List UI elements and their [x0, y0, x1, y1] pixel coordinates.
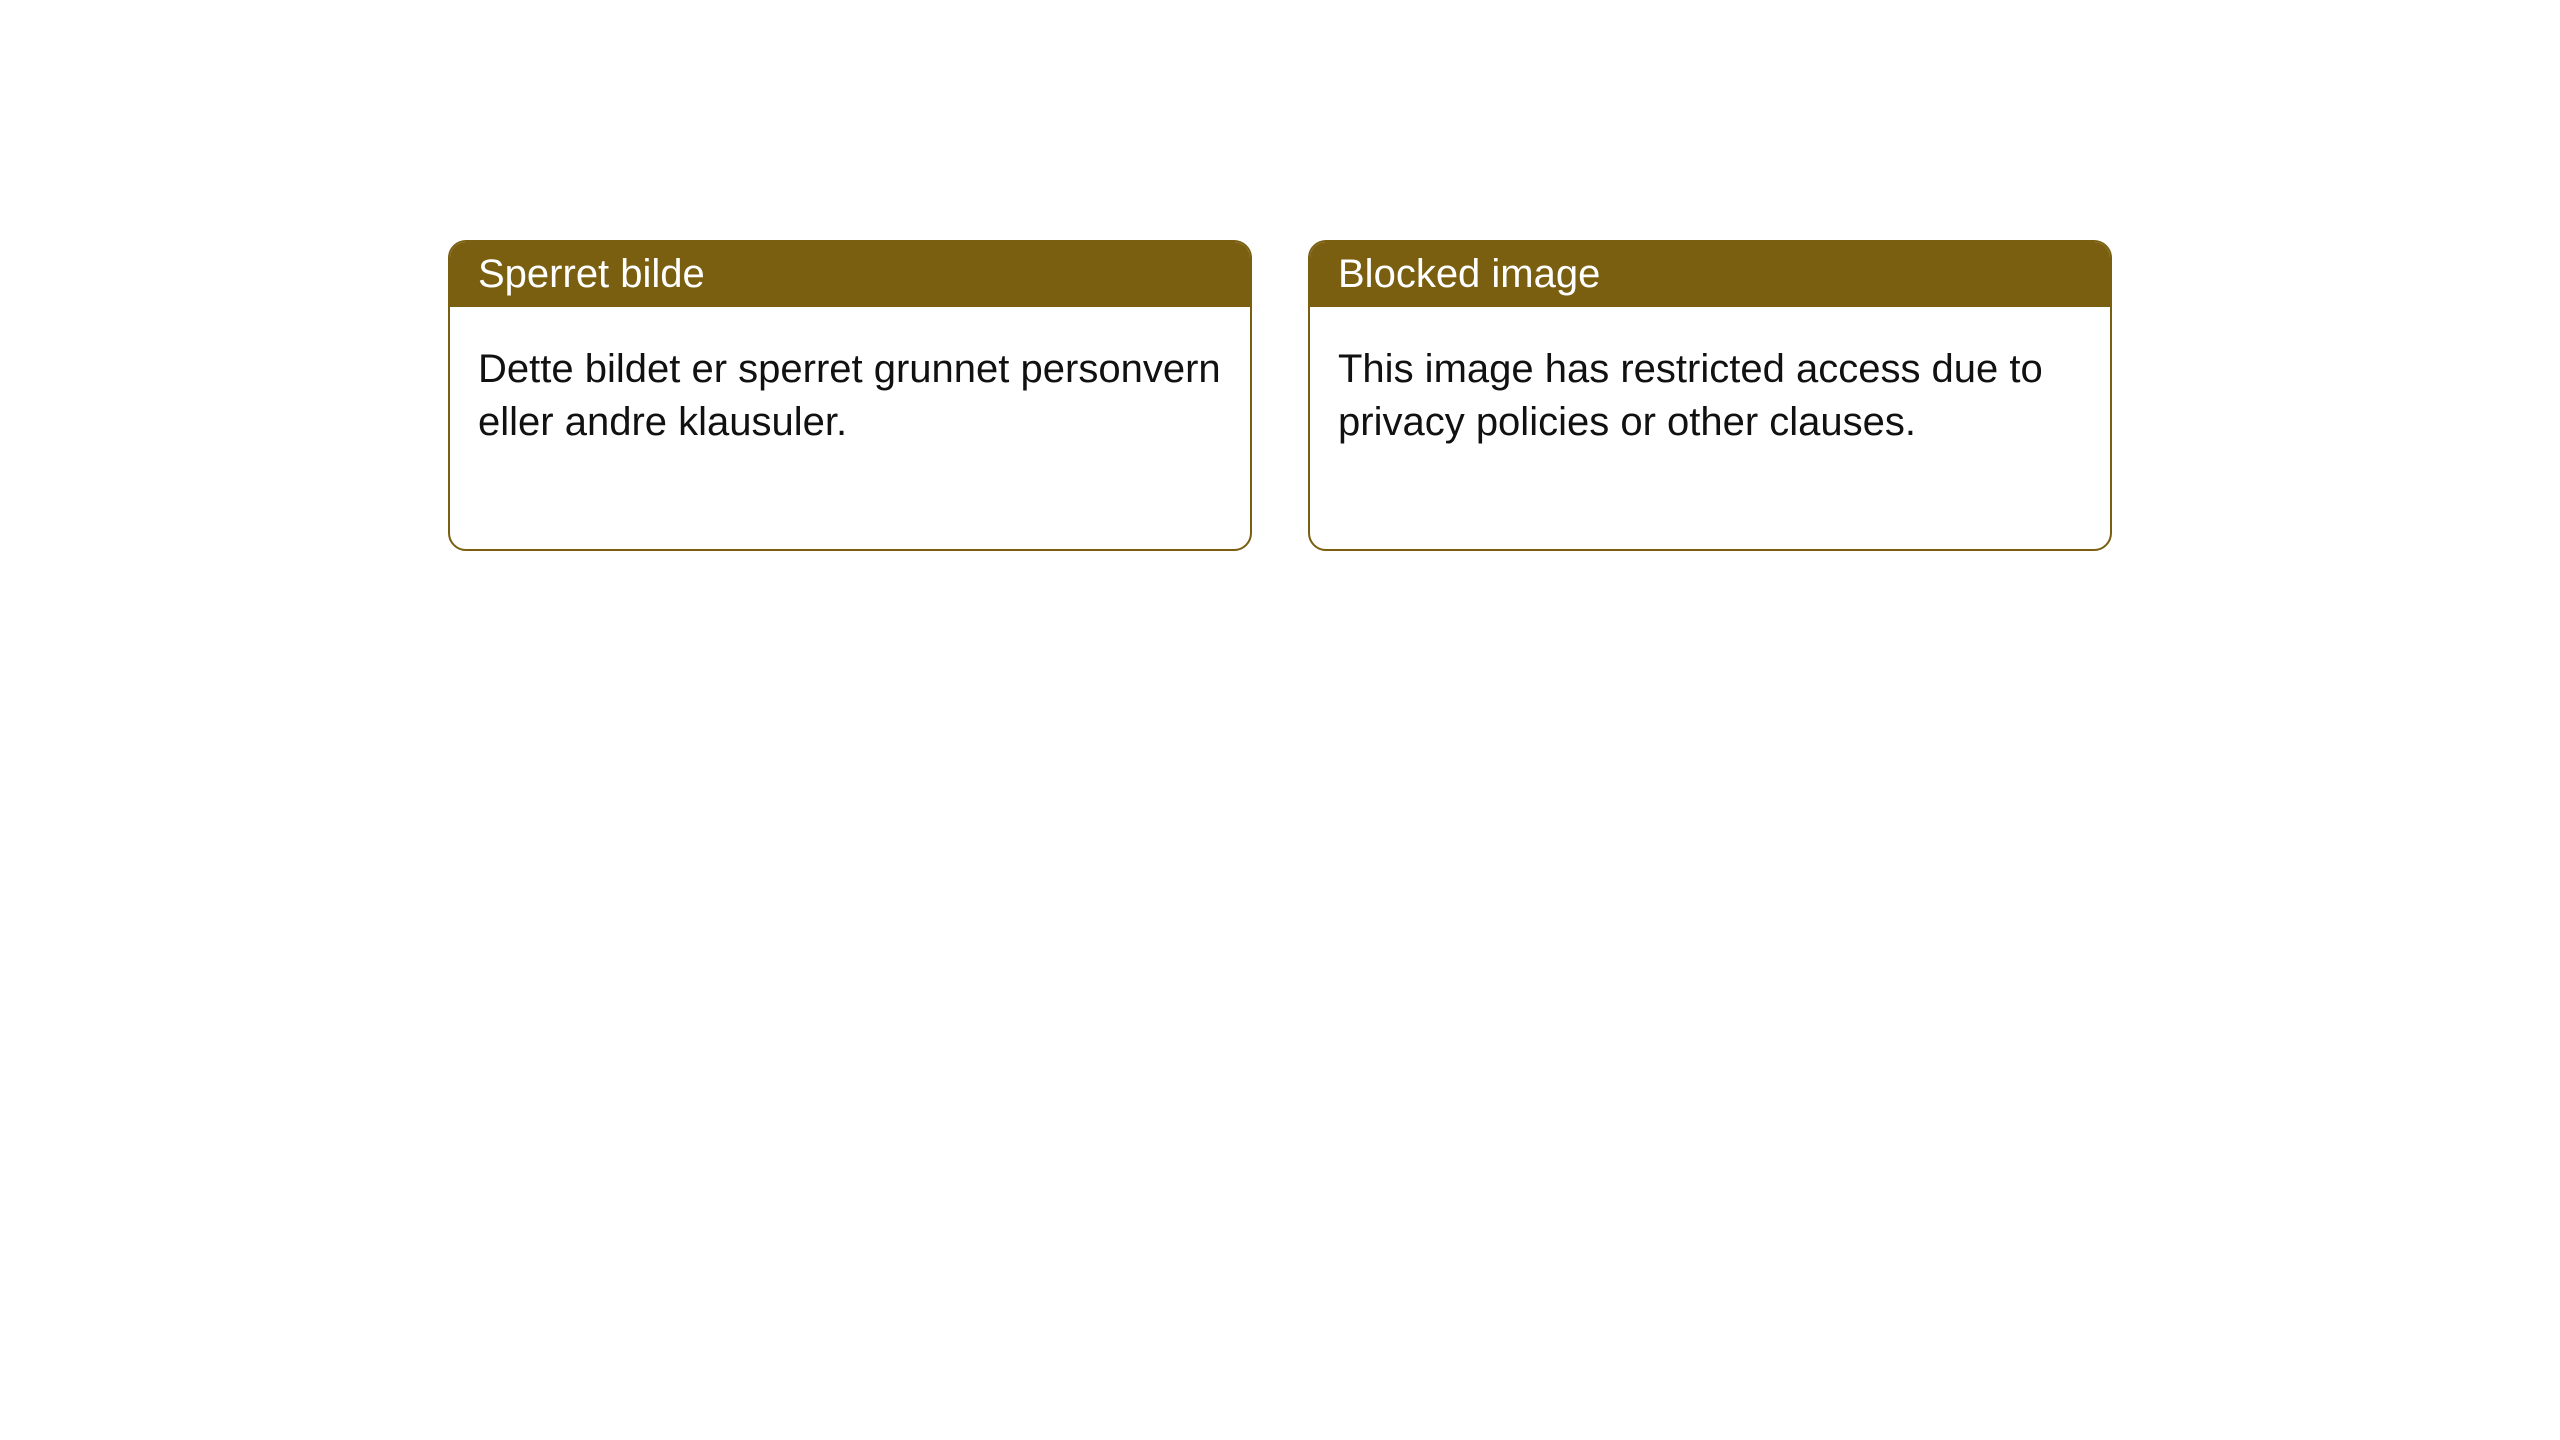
- notice-cards-container: Sperret bilde Dette bildet er sperret gr…: [0, 0, 2560, 551]
- card-title: Sperret bilde: [450, 242, 1250, 307]
- notice-card-english: Blocked image This image has restricted …: [1308, 240, 2112, 551]
- notice-card-norwegian: Sperret bilde Dette bildet er sperret gr…: [448, 240, 1252, 551]
- card-body: This image has restricted access due to …: [1310, 307, 2110, 549]
- card-title: Blocked image: [1310, 242, 2110, 307]
- card-body: Dette bildet er sperret grunnet personve…: [450, 307, 1250, 549]
